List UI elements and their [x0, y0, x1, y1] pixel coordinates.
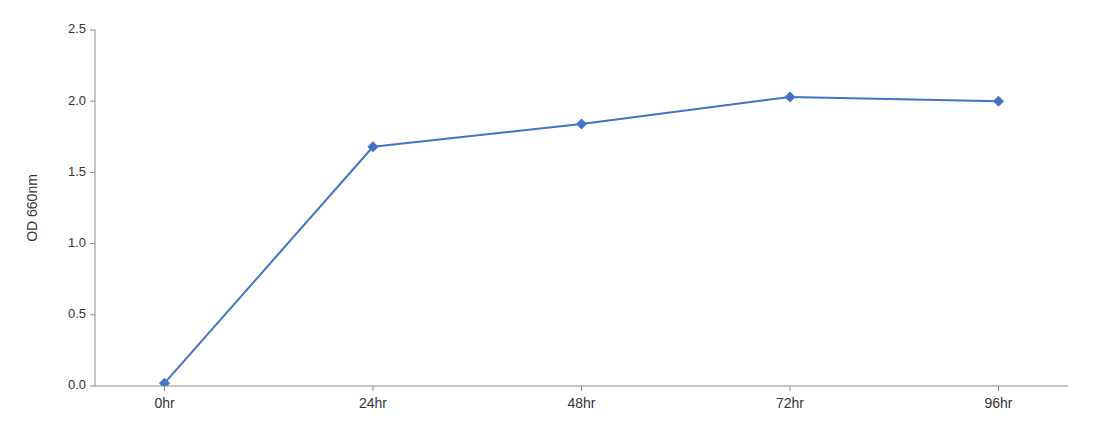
data-point	[160, 378, 170, 386]
chart-container: 0.0 0.5 1.0 1.5 2.0 2.5 0hr 24hr 48hr 72hr 96hr OD …	[0, 0, 1098, 448]
y-tick	[90, 172, 95, 173]
x-tick-label: 48hr	[567, 395, 595, 411]
data-point	[577, 119, 587, 129]
y-tick-label: 2.5	[68, 21, 86, 36]
y-tick	[90, 101, 95, 102]
y-tick-label: 0.0	[68, 377, 86, 392]
y-tick-label: 1.0	[68, 235, 86, 250]
data-point	[994, 96, 1004, 106]
x-tick	[581, 386, 582, 391]
y-tick	[90, 30, 95, 31]
x-tick-label: 72hr	[776, 395, 804, 411]
x-tick	[998, 386, 999, 391]
data-point	[368, 142, 378, 152]
y-tick-label: 0.5	[68, 306, 86, 321]
x-tick	[373, 386, 374, 391]
y-tick	[90, 243, 95, 244]
x-tick	[164, 386, 165, 391]
x-tick-label: 24hr	[359, 395, 387, 411]
x-tick	[790, 386, 791, 391]
y-tick-label: 1.5	[68, 164, 86, 179]
y-tick	[90, 314, 95, 315]
y-tick-label: 2.0	[68, 93, 86, 108]
x-tick-label: 0hr	[154, 395, 175, 411]
plot-area	[160, 92, 1004, 386]
data-point	[785, 92, 795, 102]
data-line	[165, 97, 999, 383]
y-tick	[90, 386, 95, 387]
chart-svg: 0.0 0.5 1.0 1.5 2.0 2.5 0hr 24hr 48hr 72hr 96hr OD …	[0, 0, 1098, 448]
y-axis-line	[95, 30, 96, 386]
x-tick-label: 96hr	[984, 395, 1012, 411]
y-axis-label: OD 660nm	[24, 174, 40, 242]
